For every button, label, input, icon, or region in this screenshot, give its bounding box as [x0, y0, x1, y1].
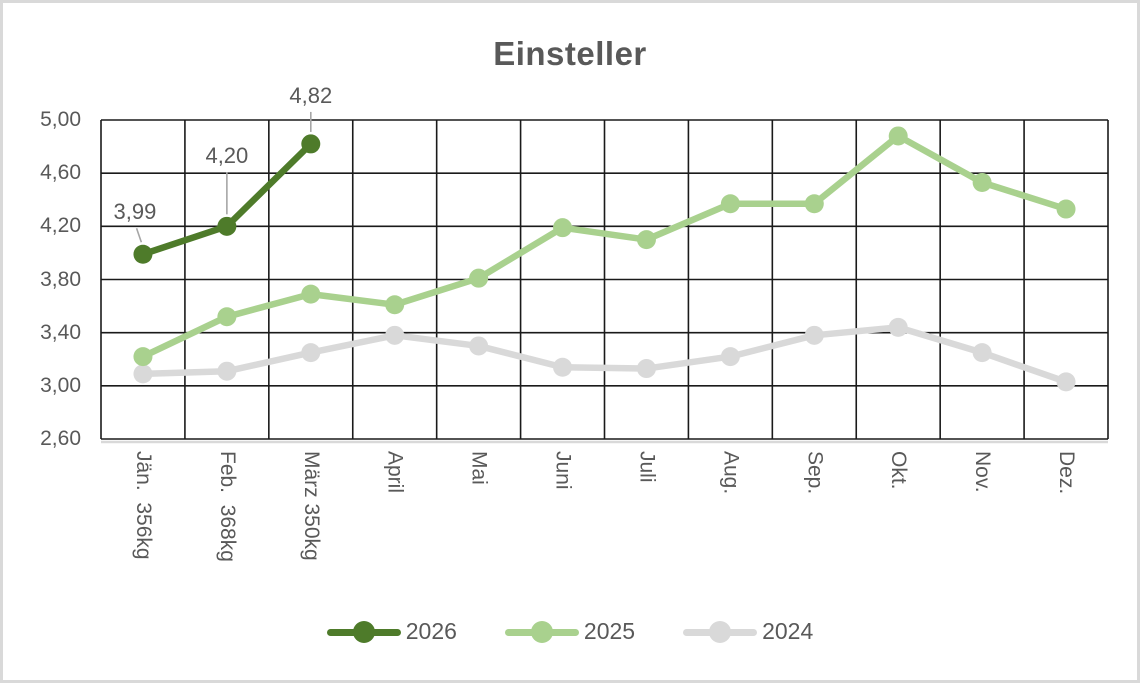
y-tick-label: 5,00 — [40, 108, 81, 131]
data-point-marker — [301, 284, 321, 304]
x-tick-label: Jän. 356kg — [131, 451, 155, 560]
x-tick-label: Dez. — [1055, 451, 1079, 495]
y-tick-label: 4,60 — [40, 161, 81, 185]
data-point-marker — [972, 172, 992, 192]
x-tick-label: Aug. — [719, 451, 743, 495]
data-point-marker — [972, 343, 992, 363]
y-tick-label: 3,80 — [40, 267, 81, 291]
y-tick-label: 3,40 — [40, 320, 81, 344]
x-tick-label: Sep. — [803, 451, 827, 495]
x-tick-label: Juni — [551, 451, 575, 490]
legend-label: 2024 — [762, 618, 814, 644]
data-point-marker — [1056, 372, 1076, 392]
data-point-marker — [636, 230, 656, 250]
y-tick-label: 3,00 — [40, 373, 81, 397]
data-point-marker — [301, 134, 321, 154]
data-point-marker — [217, 216, 237, 236]
series-2025 — [133, 126, 1076, 367]
x-tick-label: Nov. — [971, 451, 995, 493]
data-point-marker — [888, 317, 908, 337]
data-point-label: 3,99 — [113, 199, 157, 225]
data-point-label: 4,20 — [205, 143, 249, 169]
data-point-marker — [804, 194, 824, 214]
data-point-marker — [636, 359, 656, 379]
data-point-marker — [888, 126, 908, 146]
x-tick-label: Juli — [635, 451, 659, 483]
chart-title: Einsteller — [493, 35, 647, 72]
x-tick-label: Feb. 368kg — [215, 451, 239, 562]
label-leader-line — [135, 227, 143, 243]
legend-marker-icon — [326, 620, 401, 644]
series-2026 — [133, 134, 321, 264]
x-tick-label: März 350kg — [299, 451, 323, 561]
data-point-marker — [133, 347, 153, 367]
data-point-marker — [217, 361, 237, 381]
data-point-marker — [385, 295, 405, 315]
data-point-marker — [217, 307, 237, 327]
legend-item-2026: 2026 — [326, 618, 457, 645]
data-point-marker — [553, 357, 573, 377]
data-point-marker — [804, 325, 824, 345]
x-tick-label: April — [383, 451, 407, 494]
gridlines — [100, 119, 1109, 440]
legend-marker-icon — [504, 620, 579, 644]
series-2024 — [133, 317, 1076, 392]
plot-canvas — [100, 111, 1109, 444]
legend-item-2024: 2024 — [683, 618, 813, 645]
data-point-marker — [133, 244, 153, 264]
legend: 2026 2025 2024 — [3, 618, 1137, 645]
legend-label: 2025 — [583, 618, 636, 644]
data-point-marker — [720, 194, 740, 214]
y-tick-label: 2,60 — [40, 427, 81, 450]
data-point-marker — [301, 343, 321, 363]
x-tick-label: Okt. — [887, 451, 911, 490]
data-point-marker — [385, 325, 405, 345]
legend-label: 2026 — [405, 618, 457, 644]
data-point-label: 4,82 — [289, 82, 333, 108]
x-tick-label: Mai — [467, 451, 491, 485]
data-point-marker — [720, 347, 740, 367]
data-point-marker — [133, 364, 153, 384]
data-point-marker — [469, 268, 489, 288]
data-point-marker — [469, 336, 489, 356]
y-tick-label: 4,20 — [40, 214, 81, 238]
data-point-marker — [1056, 199, 1076, 219]
data-point-marker — [553, 218, 573, 238]
legend-item-2025: 2025 — [504, 618, 636, 645]
legend-marker-icon — [683, 620, 758, 644]
